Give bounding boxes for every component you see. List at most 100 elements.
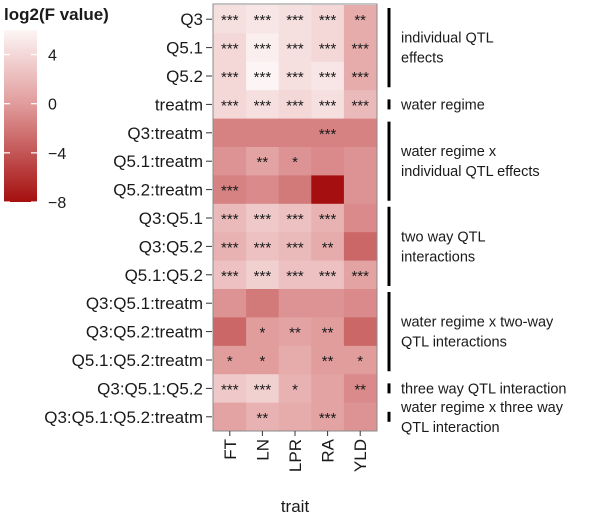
color-legend: log2(F value) 4 0 −4 −8 — [4, 5, 109, 212]
group-label: water regime — [400, 97, 485, 113]
group-label: water regime x two-way — [400, 315, 554, 331]
row-label: Q3:Q5.1:treatm — [86, 294, 203, 313]
significance-mark: *** — [286, 268, 304, 285]
significance-mark: *** — [221, 239, 239, 256]
column-label: RA — [319, 438, 338, 462]
heatmap-cell — [278, 90, 312, 119]
significance-mark: *** — [254, 41, 272, 58]
legend-ticks: 4 0 −4 −8 — [4, 48, 66, 212]
significance-mark: *** — [319, 410, 337, 427]
heatmap-cell — [278, 175, 312, 205]
heatmap-cell — [311, 90, 345, 119]
heatmap-cell — [278, 61, 312, 91]
heatmap-cell — [278, 232, 312, 261]
heatmap-cell — [278, 203, 312, 233]
significance-mark: ** — [322, 325, 334, 342]
heatmap-cell — [246, 90, 280, 119]
significance-mark: *** — [351, 69, 369, 86]
significance-mark: *** — [221, 97, 239, 114]
legend-tick-label: 4 — [48, 48, 57, 65]
row-label: Q3:Q5.2:treatm — [86, 323, 203, 342]
heatmap-cell — [213, 61, 247, 91]
heatmap-cell — [213, 289, 247, 318]
significance-mark: *** — [221, 268, 239, 285]
group-label: water regime x — [400, 144, 497, 160]
significance-mark: *** — [286, 69, 304, 86]
significance-mark: *** — [286, 211, 304, 228]
column-label: YLD — [351, 439, 370, 472]
legend-tick-label: 0 — [48, 97, 57, 114]
significance-mark: * — [259, 325, 265, 342]
group-label: effects — [401, 51, 443, 67]
x-axis: FT LN LPR RA YLD — [221, 431, 370, 472]
heatmap-cell — [311, 33, 345, 63]
heatmap-cell — [213, 5, 247, 34]
row-label: Q5.2 — [166, 67, 203, 86]
heatmap-cell — [343, 61, 377, 91]
significance-mark: *** — [221, 381, 239, 398]
row-label: Q5.1:Q5.2 — [125, 266, 203, 285]
heatmap-cell — [343, 260, 377, 290]
row-label: Q3:treatm — [127, 124, 203, 143]
significance-mark: * — [357, 353, 363, 370]
significance-mark: *** — [286, 41, 304, 58]
heatmap-cell — [246, 175, 280, 205]
significance-mark: *** — [221, 41, 239, 58]
heatmap-cell — [343, 232, 377, 261]
heatmap-cell — [246, 317, 280, 347]
heatmap-cell — [311, 317, 345, 347]
heatmap-cell — [343, 118, 377, 148]
heatmap-cell — [278, 5, 312, 34]
legend-tick-label: −8 — [48, 195, 66, 212]
row-label: Q3:Q5.2 — [139, 237, 203, 256]
heatmap-cell — [343, 317, 377, 347]
heatmap-cell — [213, 232, 247, 261]
significance-mark: *** — [286, 97, 304, 114]
significance-mark: *** — [319, 97, 337, 114]
significance-mark: *** — [221, 12, 239, 29]
significance-mark: *** — [254, 211, 272, 228]
group-label: water regime x three way — [400, 400, 564, 416]
row-label: Q3 — [180, 10, 203, 29]
heatmap-cell — [246, 402, 280, 432]
group-label: three way QTL interaction — [401, 381, 566, 397]
heatmap-cell — [213, 345, 247, 375]
significance-mark: ** — [322, 353, 334, 370]
heatmap-cell — [343, 203, 377, 233]
heatmap-cell — [246, 5, 280, 34]
heatmap-cell — [278, 147, 312, 176]
heatmap-cell — [213, 147, 247, 176]
group-label: QTL interaction — [401, 420, 500, 436]
significance-mark: ** — [354, 12, 366, 29]
heatmap-cell — [343, 175, 377, 205]
heatmap-cell — [311, 5, 345, 34]
row-label: Q3:Q5.1 — [139, 209, 203, 228]
heatmap-cell — [213, 374, 247, 403]
column-label: FT — [221, 439, 240, 460]
significance-mark: *** — [319, 12, 337, 29]
significance-mark: *** — [351, 268, 369, 285]
heatmap-cell — [311, 61, 345, 91]
heatmap-cell — [311, 374, 345, 403]
row-labels: Q3 Q5.1 Q5.2 treatm Q3:treatm Q5.1:treatm Q5.2… — [44, 10, 212, 427]
significance-mark: *** — [254, 268, 272, 285]
heatmap-cells: *** *** *** *** ***** *** *** *** ****** *** *** **… — [213, 5, 377, 432]
significance-mark: *** — [254, 381, 272, 398]
column-label: LPR — [286, 439, 305, 472]
group-label: interactions — [401, 249, 475, 265]
significance-mark: *** — [319, 126, 337, 143]
heatmap-cell — [343, 5, 377, 34]
heatmap-cell — [246, 345, 280, 375]
heatmap-cell — [311, 345, 345, 375]
group-label: QTL interactions — [401, 335, 507, 351]
legend-color-bar — [4, 30, 37, 202]
significance-mark: *** — [254, 239, 272, 256]
heatmap-cell — [213, 118, 247, 148]
legend-tick-label: −4 — [48, 146, 66, 163]
heatmap-cell — [213, 175, 247, 205]
group-label: two way QTL — [401, 229, 486, 245]
significance-mark: *** — [319, 268, 337, 285]
heatmap-cell — [311, 175, 345, 205]
group-label: individual QTL — [401, 31, 494, 47]
